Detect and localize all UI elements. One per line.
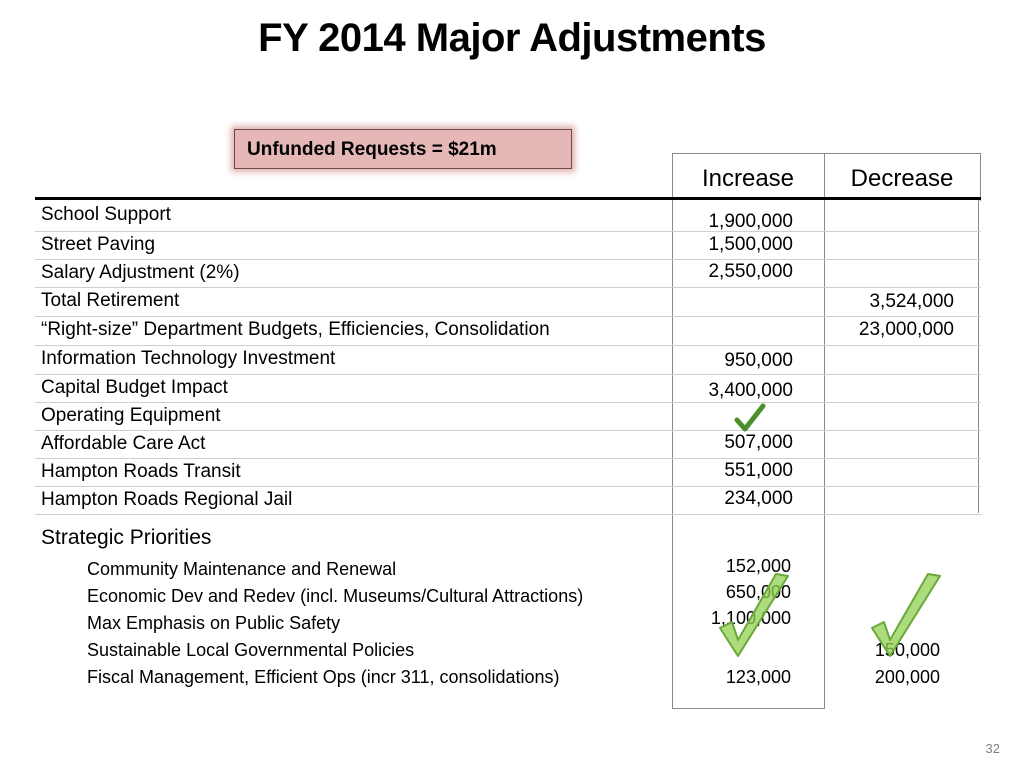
- table-row: School Support 1,900,000: [35, 201, 981, 232]
- column-divider-right-body: [978, 200, 979, 513]
- priority-label: Max Emphasis on Public Safety: [87, 613, 341, 633]
- row-label: Total Retirement: [41, 290, 180, 311]
- priority-label: Community Maintenance and Renewal: [87, 559, 397, 579]
- strategic-priority-row: Fiscal Management, Efficient Ops (incr 3…: [35, 664, 981, 691]
- increase-value: 1,500,000: [708, 234, 793, 255]
- increase-value: 2,550,000: [708, 261, 793, 282]
- increase-value: 234,000: [724, 488, 793, 509]
- increase-value: 3,400,000: [708, 380, 793, 401]
- checkmark-icon: [719, 573, 789, 657]
- decrease-value: 200,000: [874, 667, 940, 687]
- strategic-priority-row: Economic Dev and Redev (incl. Museums/Cu…: [35, 582, 981, 610]
- strategic-priorities-heading: Strategic Priorities: [41, 526, 212, 549]
- strategic-priority-row: Max Emphasis on Public Safety1,100,000: [35, 608, 981, 637]
- priority-label: Economic Dev and Redev (incl. Museums/Cu…: [87, 586, 584, 606]
- priority-label: Sustainable Local Governmental Policies: [87, 640, 415, 660]
- table-row: “Right-size” Department Budgets, Efficie…: [35, 316, 981, 346]
- table-row: Salary Adjustment (2%) 2,550,000: [35, 259, 981, 288]
- checkmark-icon: [871, 573, 941, 657]
- row-label: Hampton Roads Regional Jail: [41, 489, 293, 510]
- column-divider-left: [672, 154, 673, 709]
- increase-value: 123,000: [725, 667, 791, 687]
- table-row: Capital Budget Impact 3,400,000: [35, 374, 981, 403]
- increase-value: 551,000: [724, 460, 793, 481]
- decrease-value: 23,000,000: [858, 319, 954, 340]
- table-row: Hampton Roads Regional Jail 234,000: [35, 486, 981, 515]
- row-label: Affordable Care Act: [41, 433, 206, 454]
- decrease-value: 3,524,000: [869, 291, 954, 312]
- decrease-column-header: Decrease: [850, 165, 954, 192]
- checkmark-icon: [734, 403, 766, 432]
- row-label: Capital Budget Impact: [41, 377, 228, 398]
- row-label: Hampton Roads Transit: [41, 461, 241, 482]
- unfunded-requests-callout: Unfunded Requests = $21m: [234, 129, 572, 169]
- row-label: School Support: [41, 204, 171, 225]
- increase-column-header: Increase: [701, 165, 795, 192]
- row-label: “Right-size” Department Budgets, Efficie…: [41, 319, 550, 340]
- strategic-priority-row: Community Maintenance and Renewal 152,000: [35, 556, 981, 583]
- table-row: Affordable Care Act 507,000: [35, 430, 981, 459]
- row-label: Operating Equipment: [41, 405, 221, 426]
- table-row: Total Retirement 3,524,000: [35, 287, 981, 317]
- table-bottom-line: [672, 708, 825, 709]
- table-row: Operating Equipment: [35, 402, 981, 431]
- strategic-priority-row: Sustainable Local Governmental Policies 1…: [35, 637, 981, 664]
- header-top-line: [672, 153, 981, 154]
- row-label: Salary Adjustment (2%): [41, 262, 240, 283]
- priority-label: Fiscal Management, Efficient Ops (incr 3…: [87, 667, 560, 687]
- table-row: Information Technology Investment 950,000: [35, 345, 981, 375]
- table-row: Hampton Roads Transit 551,000: [35, 458, 981, 487]
- row-label: Street Paving: [41, 234, 156, 255]
- page-number: 32: [985, 741, 1000, 756]
- table-row: Street Paving 1,500,000: [35, 231, 981, 260]
- column-divider-middle: [824, 154, 825, 709]
- increase-value: 152,000: [725, 556, 791, 576]
- header-rule: [35, 197, 981, 200]
- increase-value: 1,900,000: [708, 211, 793, 232]
- row-label: Information Technology Investment: [41, 348, 336, 369]
- slide-title: FY 2014 Major Adjustments: [258, 16, 766, 60]
- increase-value: 950,000: [724, 350, 793, 371]
- increase-value: 507,000: [724, 432, 793, 453]
- column-divider-right: [980, 154, 981, 201]
